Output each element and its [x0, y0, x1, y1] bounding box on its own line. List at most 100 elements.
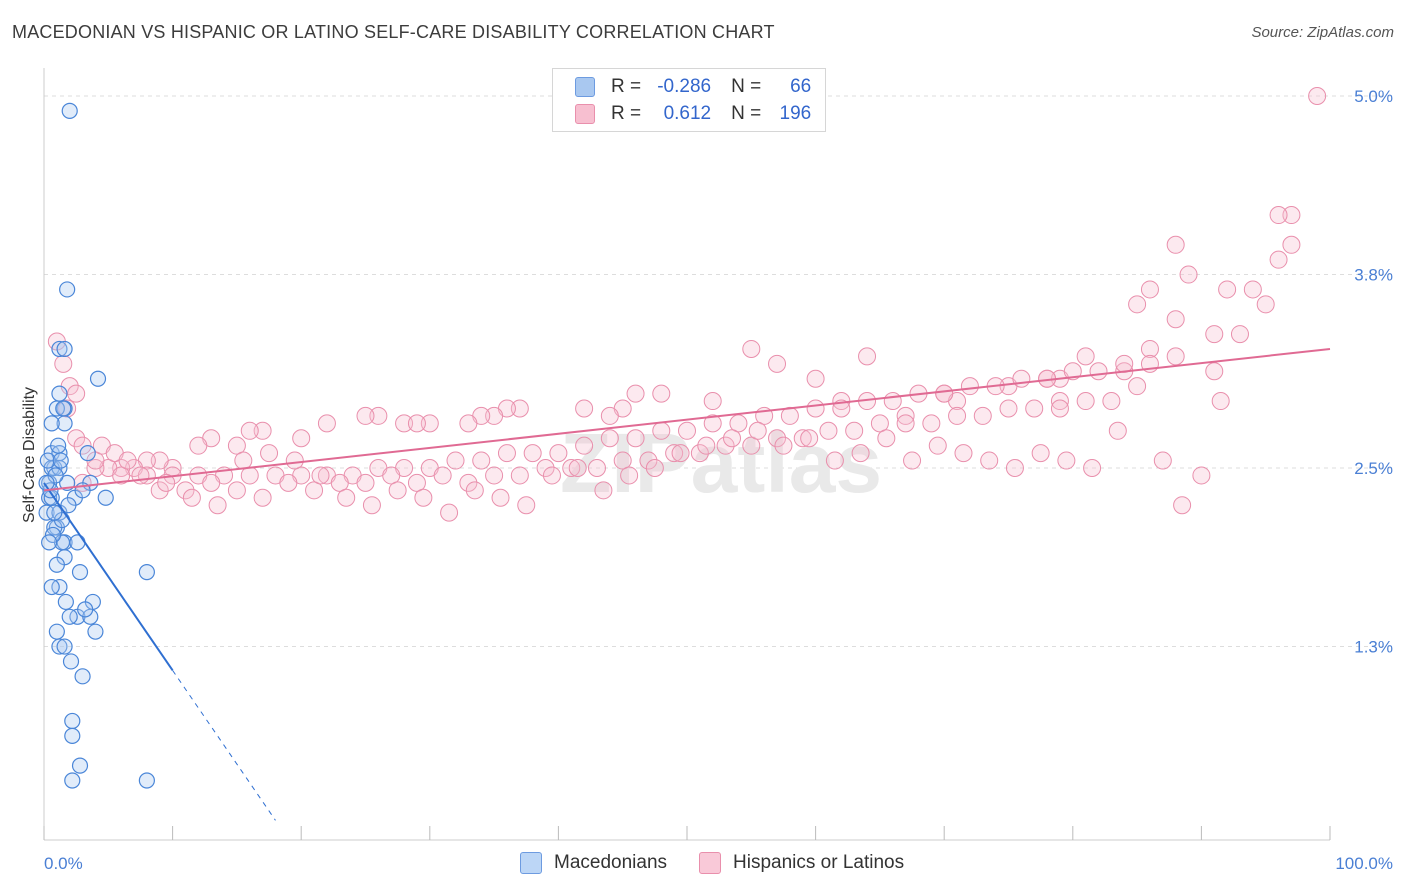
data-point-hispanics	[671, 444, 690, 463]
data-point-hispanics	[568, 459, 587, 477]
data-point-hispanics	[1256, 295, 1275, 314]
data-point-hispanics	[896, 414, 915, 433]
data-point-hispanics	[1308, 87, 1327, 105]
data-point-macedonians	[97, 489, 114, 506]
data-point-hispanics	[690, 444, 709, 463]
data-point-hispanics	[768, 429, 787, 448]
data-point-hispanics	[626, 429, 645, 448]
data-point-hispanics	[1282, 206, 1301, 225]
data-point-hispanics	[510, 466, 529, 485]
y-tick-label: 5.0%	[1354, 87, 1393, 106]
data-point-macedonians	[64, 772, 81, 789]
data-point-macedonians	[61, 102, 78, 119]
bottom-legend-label-hispanics: Hispanics or Latinos	[733, 852, 905, 873]
data-point-hispanics	[459, 414, 478, 433]
data-point-hispanics	[240, 421, 259, 440]
data-point-hispanics	[896, 406, 915, 425]
trend-line-macedonians	[43, 482, 174, 671]
data-point-hispanics	[748, 421, 767, 440]
data-point-macedonians	[48, 400, 65, 417]
data-point-hispanics	[1089, 362, 1108, 381]
data-point-hispanics	[407, 414, 426, 433]
data-point-hispanics	[645, 459, 664, 477]
data-point-hispanics	[800, 429, 819, 448]
data-point-hispanics	[1230, 325, 1249, 344]
legend-r-value: 0.612	[663, 103, 712, 124]
data-point-macedonians	[41, 534, 58, 551]
data-point-hispanics	[587, 459, 606, 477]
data-point-hispanics	[1128, 377, 1147, 396]
data-point-hispanics	[54, 354, 73, 373]
data-point-hispanics	[485, 406, 504, 425]
data-point-hispanics	[523, 444, 542, 463]
data-point-hispanics	[851, 444, 870, 463]
data-point-hispanics	[620, 466, 639, 485]
data-point-hispanics	[260, 444, 279, 463]
data-point-hispanics	[497, 444, 516, 463]
data-point-hispanics	[806, 369, 825, 388]
data-point-macedonians	[44, 526, 62, 544]
legend-row-hispanics: R = 0.612 N = 196	[575, 102, 811, 126]
data-point-macedonians	[64, 712, 81, 730]
data-point-hispanics	[768, 354, 787, 373]
watermark: ZIPatlas	[560, 416, 882, 510]
bottom-legend-swatch-macedonians	[520, 852, 542, 874]
series-hispanics-points	[47, 87, 1327, 522]
data-point-hispanics	[337, 488, 356, 507]
data-point-hispanics	[1005, 459, 1024, 477]
data-point-macedonians	[57, 593, 74, 611]
data-point-hispanics	[73, 436, 92, 455]
data-point-hispanics	[819, 421, 838, 440]
data-point-hispanics	[1012, 369, 1031, 388]
data-point-hispanics	[67, 384, 86, 403]
data-point-hispanics	[459, 473, 478, 492]
data-point-hispanics	[948, 406, 967, 425]
data-point-macedonians	[56, 638, 73, 655]
data-point-hispanics	[832, 399, 851, 418]
data-point-macedonians	[138, 772, 155, 789]
data-point-macedonians	[48, 556, 65, 573]
data-point-hispanics	[858, 347, 877, 366]
data-point-hispanics	[182, 488, 201, 507]
data-point-hispanics	[1031, 444, 1050, 463]
data-point-hispanics	[1153, 451, 1172, 470]
data-point-hispanics	[362, 496, 381, 515]
data-point-hispanics	[285, 451, 304, 470]
data-point-macedonians	[51, 638, 68, 655]
data-point-hispanics	[1025, 399, 1044, 418]
data-point-hispanics	[883, 392, 902, 411]
data-point-macedonians	[55, 400, 72, 417]
data-point-hispanics	[465, 481, 484, 500]
x-tick-label: 0.0%	[44, 854, 83, 873]
data-point-macedonians	[50, 437, 67, 454]
legend-swatch-macedonians	[575, 77, 595, 97]
data-point-hispanics	[1269, 250, 1288, 269]
data-point-hispanics	[1140, 339, 1159, 358]
legend-row-macedonians: R = -0.286 N = 66	[575, 75, 811, 99]
data-point-hispanics	[542, 466, 561, 485]
data-point-hispanics	[825, 451, 844, 470]
data-point-hispanics	[1102, 392, 1121, 411]
data-point-macedonians	[60, 497, 77, 514]
data-point-hispanics	[253, 488, 272, 507]
data-point-macedonians	[51, 385, 68, 402]
y-tick-labels: 1.3% 2.5% 3.8% 5.0%	[1354, 87, 1393, 657]
data-point-hispanics	[954, 444, 973, 463]
data-point-hispanics	[330, 473, 349, 492]
data-point-macedonians	[56, 340, 73, 358]
data-point-hispanics	[131, 466, 150, 485]
legend-n-value: 196	[779, 103, 812, 124]
data-point-macedonians	[59, 281, 76, 298]
data-point-hispanics	[67, 429, 86, 448]
x-tick-label: 100.0%	[1335, 854, 1393, 873]
data-point-hispanics	[382, 466, 401, 485]
data-point-macedonians	[39, 452, 56, 469]
data-point-macedonians	[48, 623, 65, 640]
data-point-hispanics	[150, 481, 169, 500]
data-point-hispanics	[877, 429, 896, 448]
data-point-hispanics	[208, 496, 227, 515]
bottom-legend-swatch-hispanics	[699, 852, 722, 874]
data-point-hispanics	[1166, 310, 1185, 329]
data-point-hispanics	[1173, 496, 1192, 515]
